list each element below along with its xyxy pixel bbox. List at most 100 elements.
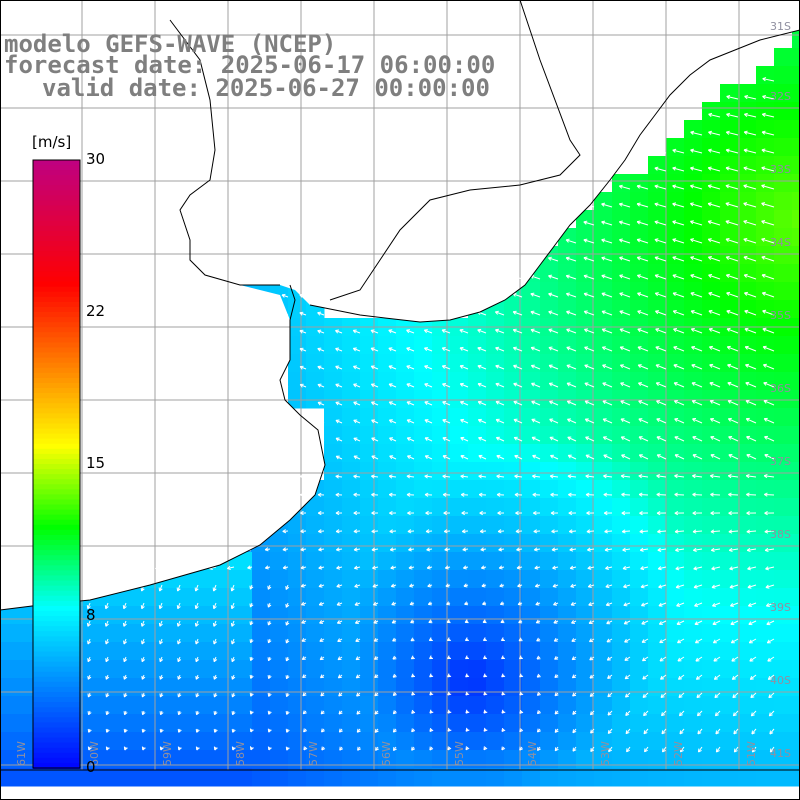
wind-arrow [495, 418, 505, 424]
wind-cell [414, 408, 433, 427]
wind-cell [486, 480, 505, 499]
wind-cell [666, 192, 685, 211]
wind-cell [630, 300, 649, 319]
wind-cell [234, 714, 253, 733]
wind-cell [558, 444, 577, 463]
wind-cell [774, 732, 793, 751]
wind-cell [594, 678, 613, 697]
wind-arrow [745, 363, 757, 370]
wind-cell [774, 282, 793, 301]
colorbar-segment [33, 301, 80, 308]
wind-cell [630, 534, 649, 553]
wind-cell [702, 660, 721, 679]
wind-cell [144, 714, 163, 733]
wind-arrow [638, 382, 649, 388]
wind-cell [288, 372, 307, 391]
wind-arrow [654, 202, 667, 208]
wind-arrow [552, 583, 559, 588]
wind-cell [540, 642, 559, 661]
wind-cell [648, 516, 667, 535]
wind-arrow [638, 418, 649, 424]
wind-cell [630, 444, 649, 463]
wind-arrow [534, 565, 541, 570]
wind-cell [432, 516, 451, 535]
wind-cell [396, 606, 415, 625]
wind-cell [126, 660, 145, 679]
wind-arrow [672, 292, 685, 298]
wind-cell [774, 336, 793, 355]
wind-cell [522, 498, 541, 517]
wind-arrow [335, 437, 343, 442]
wind-arrow [87, 656, 92, 663]
wind-arrow [764, 435, 775, 442]
wind-cell [774, 138, 793, 157]
wind-cell [666, 462, 685, 481]
wind-arrow [589, 692, 595, 697]
wind-arrow [654, 256, 667, 262]
wind-arrow [392, 655, 397, 660]
wind-cell [594, 732, 613, 751]
wind-cell [342, 768, 361, 787]
wind-arrow [389, 437, 397, 442]
wind-arrow [625, 710, 631, 716]
wind-cell [702, 480, 721, 499]
wind-cell [756, 462, 775, 481]
wind-arrow [501, 673, 506, 678]
wind-cell [414, 624, 433, 643]
border-line [169, 19, 280, 286]
wind-cell [684, 246, 703, 265]
wind-arrow [743, 166, 757, 172]
wind-arrow [389, 547, 397, 552]
wind-cell [522, 606, 541, 625]
wind-arrow [679, 746, 685, 753]
wind-cell [756, 174, 775, 193]
wind-cell [126, 588, 145, 607]
wind-cell [90, 750, 109, 769]
wind-cell [702, 156, 721, 175]
wind-arrow [264, 529, 271, 534]
wind-arrow [707, 238, 721, 244]
wind-cell [198, 606, 217, 625]
colorbar-segment [33, 585, 80, 592]
wind-cell [774, 696, 793, 715]
wind-cell [522, 444, 541, 463]
wind-cell [180, 624, 199, 643]
colorbar-segment [33, 712, 80, 719]
wind-cell [234, 642, 253, 661]
wind-cell [720, 678, 739, 697]
wind-arrow [549, 400, 559, 406]
wind-cell [720, 84, 739, 103]
wind-arrow [370, 347, 379, 352]
wind-arrow [87, 692, 92, 698]
colorbar-segment [33, 605, 80, 612]
wind-cell [738, 462, 757, 481]
model-title: modelo GEFS-WAVE (NCEP) [4, 30, 337, 58]
wind-arrow [762, 327, 775, 334]
wind-arrow [761, 202, 775, 208]
wind-arrow [725, 166, 739, 172]
wind-arrow [406, 365, 415, 370]
wind-arrow [677, 638, 685, 644]
wind-cell [414, 750, 433, 769]
wind-cell [234, 570, 253, 589]
wind-cell [342, 426, 361, 445]
colorbar-segment [33, 686, 80, 693]
wind-cell [720, 174, 739, 193]
wind-arrow [357, 746, 362, 751]
wind-arrow [676, 620, 685, 626]
wind-cell [612, 516, 631, 535]
wind-cell [126, 732, 145, 751]
wind-arrow [619, 256, 631, 262]
lat-label: 36S [770, 382, 791, 395]
wind-arrow [709, 399, 721, 406]
wind-arrow [375, 746, 379, 751]
wind-cell [648, 732, 667, 751]
wind-cell [216, 714, 235, 733]
wind-cell [576, 444, 595, 463]
wind-cell [594, 228, 613, 247]
wind-arrow [105, 656, 110, 663]
wind-cell [576, 426, 595, 445]
wind-arrow [246, 510, 253, 516]
wind-cell [756, 282, 775, 301]
wind-arrow [445, 583, 451, 588]
